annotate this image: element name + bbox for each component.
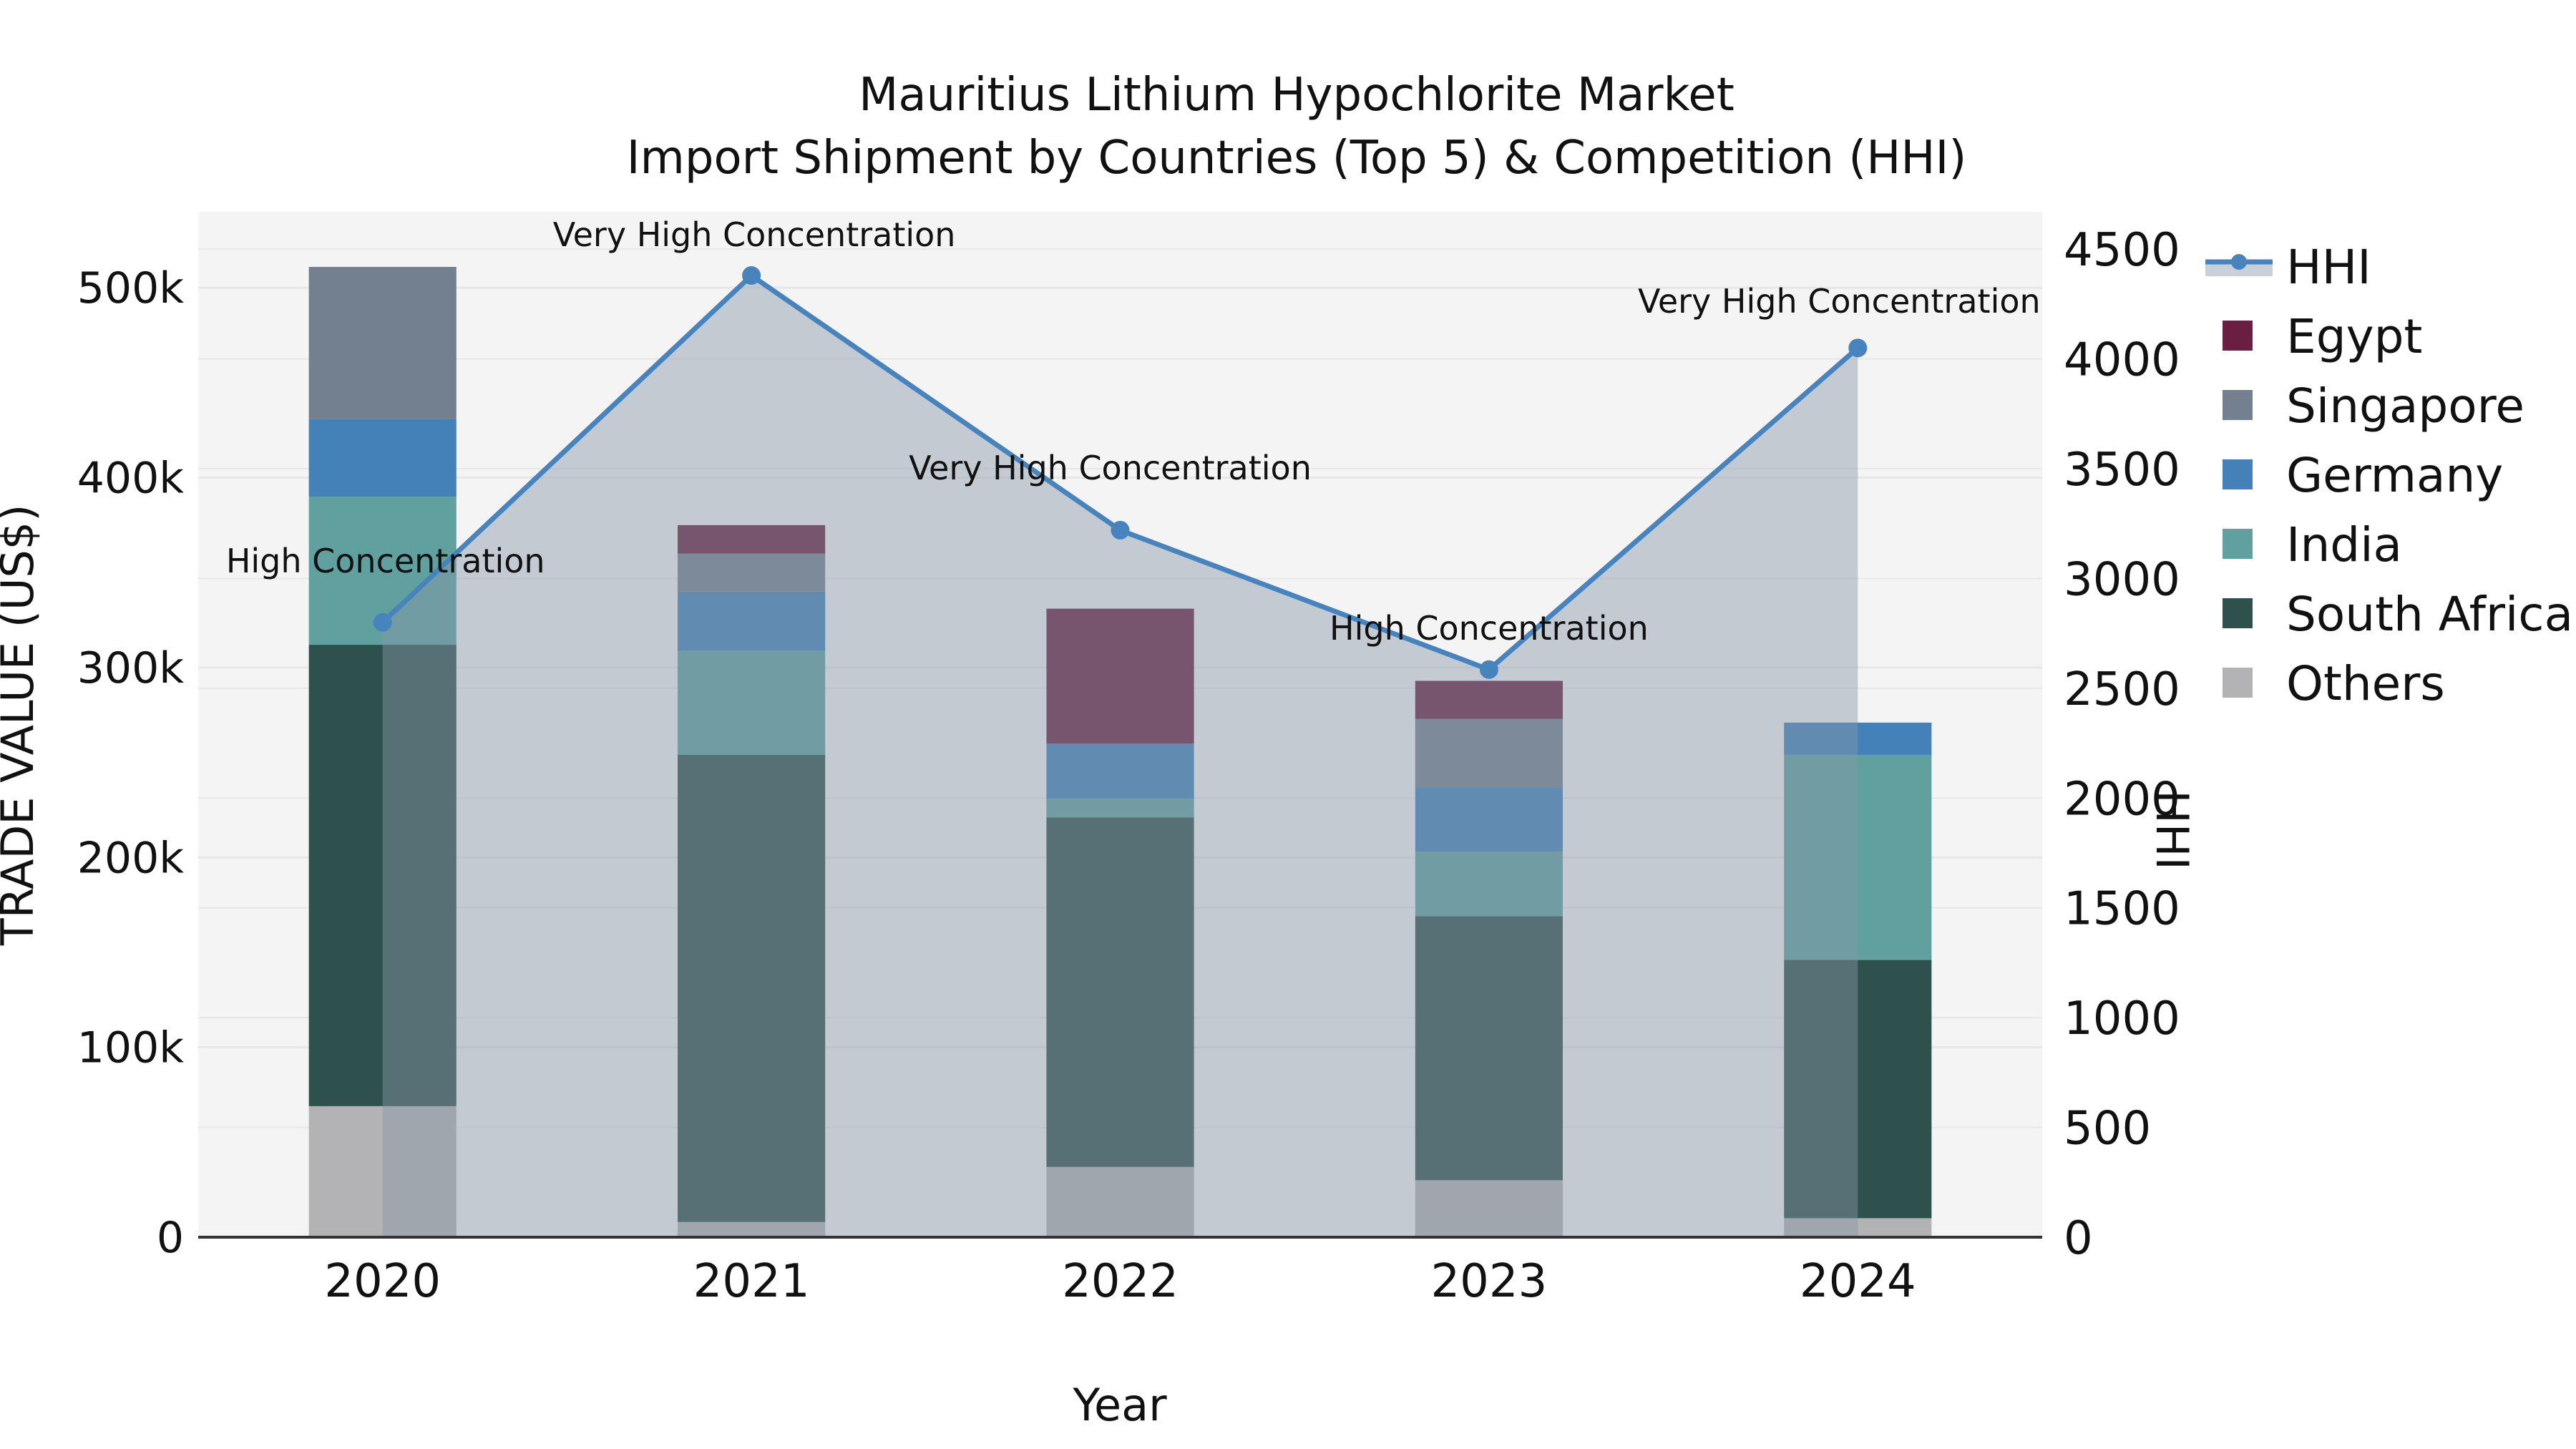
bar-segment-india-2021 xyxy=(678,650,826,755)
bar-segment-egypt-2022 xyxy=(1046,608,1194,744)
y2-tick-label: 3500 xyxy=(2064,444,2180,497)
annotation-2022: Very High Concentration xyxy=(909,449,1312,487)
y-tick-label: 200k xyxy=(77,833,185,883)
bar-segment-south-africa-2021 xyxy=(678,754,826,1222)
legend-label: South Africa xyxy=(2286,587,2573,642)
x-axis-title: Year xyxy=(1072,1379,1167,1431)
bar-segment-singapore-2021 xyxy=(678,553,826,592)
bar-segment-germany-2024 xyxy=(1784,722,1932,755)
legend-swatch-south-africa xyxy=(2223,598,2253,628)
bar-segment-germany-2020 xyxy=(308,419,457,497)
legend-item-egypt: Egypt xyxy=(2223,309,2422,364)
x-tick-label: 2023 xyxy=(1430,1255,1547,1308)
bar-segment-others-2024 xyxy=(1784,1218,1932,1237)
legend-label: Singapore xyxy=(2286,379,2524,434)
bar-segment-india-2023 xyxy=(1415,852,1563,917)
bar-segment-others-2023 xyxy=(1415,1180,1563,1237)
bar-segment-others-2021 xyxy=(678,1221,826,1237)
hhi-marker-2020 xyxy=(373,613,392,632)
y-tick-label: 500k xyxy=(77,263,185,313)
hhi-marker-2024 xyxy=(1848,338,1868,358)
y2-tick-label: 2000 xyxy=(2064,773,2180,826)
y2-tick-label: 1500 xyxy=(2064,883,2180,936)
bar-segment-others-2020 xyxy=(308,1106,457,1237)
legend-swatch-singapore xyxy=(2223,390,2253,420)
y2-tick-label: 3000 xyxy=(2064,553,2180,606)
y2-tick-label: 1000 xyxy=(2064,992,2180,1045)
y-tick-label: 0 xyxy=(157,1213,184,1263)
x-tick-label: 2022 xyxy=(1062,1255,1179,1308)
y2-tick-label: 4500 xyxy=(2064,224,2180,277)
y-tick-label: 400k xyxy=(77,454,185,504)
legend-swatch-egypt xyxy=(2223,321,2253,351)
annotation-2023: High Concentration xyxy=(1330,609,1649,648)
annotation-2021: Very High Concentration xyxy=(553,215,956,254)
legend-item-hhi: HHI xyxy=(2205,240,2371,295)
chart-title-line2: Import Shipment by Countries (Top 5) & C… xyxy=(627,132,1967,185)
plot-area: High Concentration Very High Concentratio… xyxy=(77,212,2180,1308)
bar-segment-germany-2022 xyxy=(1046,743,1194,799)
bar-segment-egypt-2021 xyxy=(678,525,826,554)
hhi-marker-2023 xyxy=(1479,660,1498,679)
annotation-2020: High Concentration xyxy=(226,542,545,580)
hhi-marker-2022 xyxy=(1111,520,1130,540)
hhi-marker-2021 xyxy=(742,265,761,285)
legend-item-singapore: Singapore xyxy=(2223,379,2524,434)
axis-labels: Mauritius Lithium Hypochlorite Market Im… xyxy=(0,69,2198,1431)
legend-label: Others xyxy=(2286,656,2445,711)
legend-label: Egypt xyxy=(2286,309,2422,364)
x-tick-label: 2024 xyxy=(1800,1255,1916,1308)
legend-item-south-africa: South Africa xyxy=(2223,587,2573,642)
y2-tick-label: 500 xyxy=(2064,1103,2151,1156)
bar-segment-south-africa-2020 xyxy=(308,645,457,1106)
legend-label: Germany xyxy=(2286,448,2503,503)
bar-segment-singapore-2020 xyxy=(308,266,457,419)
bar-segment-south-africa-2022 xyxy=(1046,817,1194,1167)
y-tick-label: 100k xyxy=(77,1023,185,1073)
legend-hhi-marker xyxy=(2231,254,2247,270)
chart-title-line1: Mauritius Lithium Hypochlorite Market xyxy=(859,69,1735,122)
bar-segment-egypt-2023 xyxy=(1415,680,1563,719)
legend-swatch-india xyxy=(2223,529,2253,559)
bar-segment-singapore-2023 xyxy=(1415,718,1563,788)
y2-tick-label: 2500 xyxy=(2064,663,2180,716)
legend: HHI Egypt Singapore Germany India South Afric… xyxy=(2205,240,2573,711)
bar-segment-germany-2023 xyxy=(1415,787,1563,852)
bar-segment-germany-2021 xyxy=(678,591,826,651)
legend-label: HHI xyxy=(2286,240,2371,295)
legend-swatch-others xyxy=(2223,668,2253,698)
legend-item-india: India xyxy=(2223,517,2402,572)
y2-axis-title: HHI xyxy=(2146,790,2198,870)
x-tick-label: 2021 xyxy=(693,1255,810,1308)
hhi-area-fill xyxy=(382,275,1858,1237)
x-tick-label: 2020 xyxy=(324,1255,441,1308)
legend-item-others: Others xyxy=(2223,656,2445,711)
bar-segment-india-2022 xyxy=(1046,798,1194,818)
y-axis-title: TRADE VALUE (US$) xyxy=(0,504,44,947)
bar-segment-south-africa-2024 xyxy=(1784,960,1932,1219)
y-tick-label: 300k xyxy=(77,643,185,693)
bar-segment-south-africa-2023 xyxy=(1415,916,1563,1181)
bar-segment-others-2022 xyxy=(1046,1166,1194,1237)
legend-swatch-germany xyxy=(2223,459,2253,489)
bar-segment-india-2024 xyxy=(1784,754,1932,960)
legend-label: India xyxy=(2286,517,2402,572)
annotation-2024: Very High Concentration xyxy=(1638,282,2041,321)
y2-tick-label: 0 xyxy=(2064,1212,2093,1265)
legend-item-germany: Germany xyxy=(2223,448,2503,503)
y2-tick-label: 4000 xyxy=(2064,334,2180,387)
